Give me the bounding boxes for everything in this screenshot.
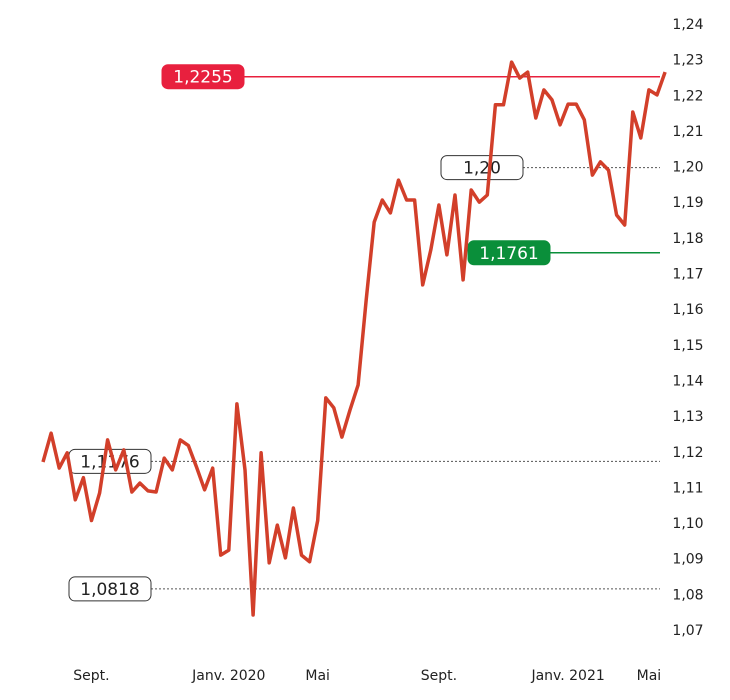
- y-tick-label: 1,09: [672, 552, 703, 568]
- reference-value: 1,1761: [479, 244, 538, 264]
- y-tick-label: 1,19: [672, 195, 703, 211]
- price-line: [41, 60, 667, 617]
- y-tick-label: 1,10: [672, 516, 703, 532]
- y-tick-label: 1,11: [672, 480, 703, 496]
- reference-label: 1,1761: [467, 240, 551, 266]
- y-tick-label: 1,17: [672, 267, 703, 283]
- y-tick-label: 1,08: [672, 587, 703, 603]
- label-box: [467, 240, 551, 266]
- x-tick-label: Janv. 2020: [191, 668, 265, 684]
- y-tick-label: 1,20: [672, 160, 703, 176]
- x-tick-label: Mai: [305, 668, 330, 684]
- x-tick-label: Janv. 2021: [530, 668, 604, 684]
- y-tick-label: 1,23: [672, 53, 703, 69]
- y-tick-label: 1,13: [672, 409, 703, 425]
- y-tick-label: 1,22: [672, 88, 703, 104]
- reference-label: 1,2255: [161, 64, 245, 90]
- y-tick-label: 1,24: [672, 17, 703, 33]
- reference-value: 1,2255: [173, 68, 232, 88]
- label-box: [161, 64, 245, 90]
- x-tick-label: Sept.: [421, 668, 457, 684]
- y-tick-label: 1,15: [672, 338, 703, 354]
- reference-value: 1,20: [463, 159, 501, 179]
- y-tick-label: 1,14: [672, 373, 703, 389]
- x-tick-label: Mai: [637, 668, 662, 684]
- y-tick-label: 1,21: [672, 124, 703, 140]
- y-tick-label: 1,16: [672, 302, 703, 318]
- reference-label: 1,20: [440, 155, 524, 181]
- label-box: [440, 155, 524, 181]
- y-tick-label: 1,12: [672, 445, 703, 461]
- label-box: [68, 576, 152, 602]
- x-tick-label: Sept.: [73, 668, 109, 684]
- reference-label: 1,0818: [68, 576, 152, 602]
- y-tick-label: 1,07: [672, 623, 703, 639]
- reference-value: 1,0818: [80, 580, 139, 600]
- y-tick-label: 1,18: [672, 231, 703, 247]
